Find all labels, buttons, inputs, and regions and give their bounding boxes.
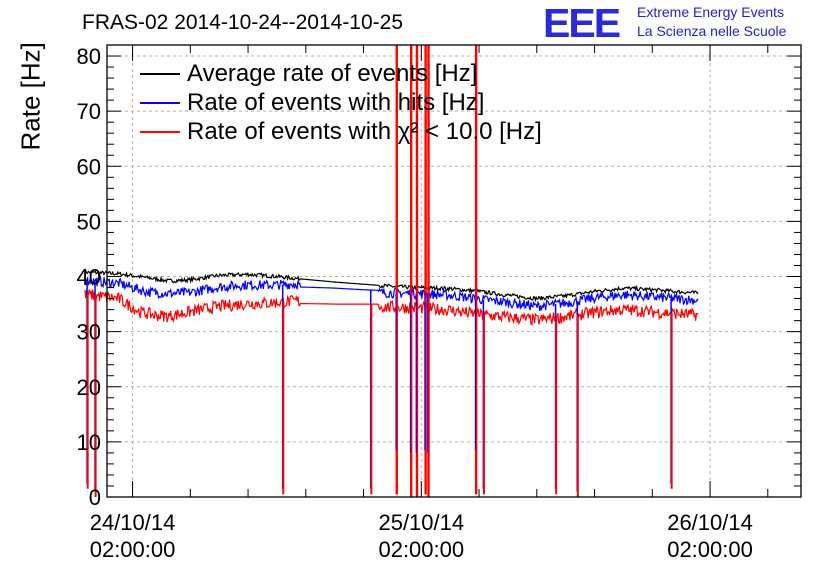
series-line-2	[84, 289, 699, 326]
legend: Average rate of events [Hz] Rate of even…	[140, 59, 542, 146]
y-tick-label: 50	[77, 209, 101, 234]
legend-label-average: Average rate of events [Hz]	[187, 60, 478, 87]
series-line-0	[84, 268, 699, 303]
x-tick-time: 02:00:00	[667, 537, 753, 562]
grid-lines	[107, 45, 801, 497]
chart-title: FRAS-02 2014-10-24--2014-10-25	[82, 11, 404, 34]
legend-swatch-average	[140, 72, 180, 75]
eee-logo: EEE	[543, 0, 621, 46]
y-axis-label: Rate [Hz]	[15, 42, 46, 151]
logo-caption-line2: La Scienza nelle Scuole	[637, 23, 787, 39]
x-tick-time: 02:00:00	[378, 537, 465, 562]
y-tick-label: 0	[89, 485, 101, 510]
logo-caption: Extreme Energy Events La Scienza nelle S…	[637, 3, 786, 41]
legend-entry-hits: Rate of events with hits [Hz]	[140, 88, 542, 117]
x-tick-date: 24/10/14	[89, 510, 176, 535]
y-tick-label: 40	[77, 265, 101, 290]
y-tick-label: 70	[77, 99, 101, 124]
x-tick-label: 25/10/14 02:00:00	[371, 509, 471, 563]
legend-swatch-chi2	[140, 130, 180, 133]
series-lines	[84, 45, 699, 497]
legend-entry-chi2: Rate of events with χ² < 10.0 [Hz]	[140, 117, 542, 146]
x-tick-label: 26/10/14 02:00:00	[660, 509, 760, 563]
axis-ticks: 0 10 20 30 40 50 60 70 80	[77, 44, 801, 510]
x-tick-date: 26/10/14	[667, 510, 753, 535]
legend-label-hits: Rate of events with hits [Hz]	[187, 89, 485, 116]
x-tick-time: 02:00:00	[89, 537, 176, 562]
y-tick-label: 10	[77, 430, 101, 455]
series-line-1	[84, 275, 699, 312]
y-tick-label: 80	[77, 44, 101, 69]
x-tick-label: 24/10/14 02:00:00	[83, 509, 183, 563]
legend-entry-average: Average rate of events [Hz]	[140, 59, 542, 88]
y-tick-label: 30	[77, 320, 101, 345]
legend-label-chi2: Rate of events with χ² < 10.0 [Hz]	[187, 118, 542, 145]
y-tick-label: 20	[77, 375, 101, 400]
x-tick-date: 25/10/14	[378, 510, 465, 535]
plot-frame	[106, 44, 802, 498]
plot-border	[106, 44, 802, 498]
logo-caption-line1: Extreme Energy Events	[637, 4, 785, 20]
y-tick-label: 60	[77, 154, 101, 179]
legend-swatch-hits	[140, 101, 180, 104]
